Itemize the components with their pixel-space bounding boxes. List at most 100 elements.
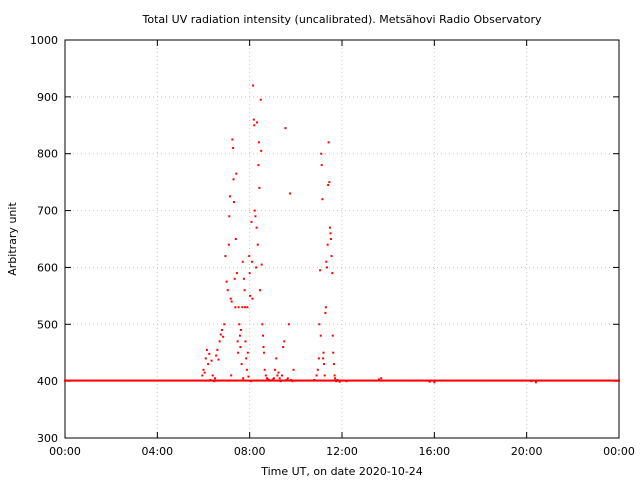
data-point: [260, 149, 263, 152]
data-point: [432, 379, 435, 382]
data-point: [196, 379, 199, 382]
data-point: [606, 379, 609, 382]
data-point: [243, 289, 246, 292]
data-point: [202, 379, 205, 382]
data-point: [557, 379, 560, 382]
data-point: [563, 379, 566, 382]
data-point: [266, 379, 269, 382]
data-point: [163, 379, 166, 382]
data-point: [252, 379, 255, 382]
data-point: [290, 379, 293, 382]
data-point: [116, 379, 119, 382]
data-point: [236, 340, 239, 343]
data-point: [68, 379, 71, 382]
data-point: [453, 379, 456, 382]
data-point: [148, 379, 151, 382]
data-point: [262, 351, 265, 354]
data-point: [598, 379, 601, 382]
data-point: [304, 379, 307, 382]
data-point: [378, 379, 381, 382]
data-point: [230, 379, 233, 382]
data-point: [86, 379, 89, 382]
data-point: [375, 379, 378, 382]
data-point: [540, 379, 543, 382]
data-point: [227, 379, 230, 382]
data-point: [476, 379, 479, 382]
y-tick-label: 600: [37, 261, 58, 274]
data-point: [501, 379, 504, 382]
data-point: [194, 379, 197, 382]
data-point: [326, 243, 329, 246]
data-point: [237, 379, 240, 382]
data-point: [238, 379, 241, 382]
data-point: [263, 379, 266, 382]
data-point: [91, 379, 94, 382]
data-point: [147, 379, 150, 382]
data-point: [210, 379, 213, 382]
data-point: [97, 379, 100, 382]
data-point: [126, 379, 129, 382]
data-point: [440, 379, 443, 382]
data-point: [66, 379, 69, 382]
data-point: [349, 379, 352, 382]
data-point: [350, 379, 353, 382]
data-point: [245, 357, 248, 360]
data-point: [532, 379, 535, 382]
data-point: [261, 323, 264, 326]
data-point: [249, 380, 252, 383]
data-point: [144, 379, 147, 382]
y-tick-label: 300: [37, 432, 58, 445]
data-point: [367, 379, 370, 382]
data-point: [381, 379, 384, 382]
data-point: [100, 379, 103, 382]
data-point: [275, 379, 278, 382]
data-point: [235, 172, 238, 175]
data-point: [253, 379, 256, 382]
data-point: [400, 379, 403, 382]
data-point: [124, 379, 127, 382]
data-point: [437, 379, 440, 382]
data-point: [64, 379, 66, 382]
data-point: [283, 340, 286, 343]
data-point: [612, 379, 615, 382]
data-point: [255, 266, 258, 269]
data-point: [254, 215, 257, 218]
data-point: [188, 379, 191, 382]
data-point: [111, 379, 114, 382]
data-point: [522, 379, 525, 382]
data-point: [173, 379, 176, 382]
data-point: [521, 379, 524, 382]
data-point: [223, 323, 226, 326]
data-point: [285, 379, 288, 382]
data-point: [277, 379, 280, 382]
data-point: [259, 379, 262, 382]
data-point: [244, 306, 247, 309]
data-point: [418, 379, 421, 382]
data-point: [320, 164, 323, 167]
data-point: [356, 379, 359, 382]
data-point: [205, 379, 208, 382]
data-point: [271, 378, 274, 381]
data-point: [152, 379, 155, 382]
data-point: [302, 379, 305, 382]
x-tick-label: 20:00: [511, 445, 543, 458]
grid: [65, 40, 619, 438]
data-point: [95, 379, 98, 382]
data-point: [246, 306, 249, 309]
data-point: [324, 311, 327, 314]
data-point: [248, 272, 251, 275]
data-point: [294, 379, 297, 382]
data-point: [239, 379, 242, 382]
data-point: [390, 379, 393, 382]
data-point: [292, 379, 295, 382]
data-point: [562, 379, 565, 382]
data-point: [216, 348, 219, 351]
data-point: [232, 147, 235, 150]
data-point: [177, 379, 180, 382]
data-point: [442, 379, 445, 382]
data-point: [284, 127, 287, 130]
data-point: [322, 357, 325, 360]
data-point: [493, 379, 496, 382]
data-point: [245, 379, 248, 382]
data-point: [112, 379, 115, 382]
